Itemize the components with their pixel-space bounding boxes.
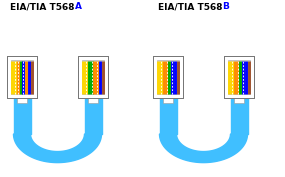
FancyBboxPatch shape <box>163 98 173 103</box>
Polygon shape <box>160 134 247 163</box>
FancyBboxPatch shape <box>78 56 108 98</box>
Text: B: B <box>223 2 229 11</box>
FancyBboxPatch shape <box>224 56 254 98</box>
Polygon shape <box>13 134 101 163</box>
FancyBboxPatch shape <box>11 60 33 94</box>
Text: A: A <box>74 2 82 11</box>
FancyBboxPatch shape <box>7 56 37 98</box>
FancyBboxPatch shape <box>153 56 183 98</box>
FancyBboxPatch shape <box>228 60 250 94</box>
FancyBboxPatch shape <box>234 98 244 103</box>
FancyBboxPatch shape <box>88 98 98 103</box>
FancyBboxPatch shape <box>17 98 27 103</box>
Text: EIA/TIA T568: EIA/TIA T568 <box>10 2 74 11</box>
Text: EIA/TIA T568: EIA/TIA T568 <box>158 2 222 11</box>
FancyBboxPatch shape <box>157 60 179 94</box>
FancyBboxPatch shape <box>82 60 104 94</box>
